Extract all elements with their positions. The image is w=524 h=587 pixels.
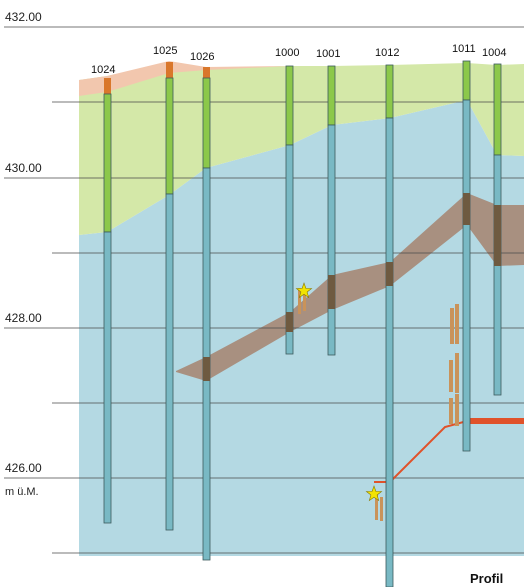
borehole-1000	[285, 65, 294, 355]
borehole-label: 1004	[482, 47, 506, 59]
borehole-upper-segment	[165, 77, 174, 195]
peat-intersection	[286, 312, 293, 332]
borehole-label: 1025	[153, 45, 177, 57]
boreholes	[103, 60, 502, 587]
elevation-label: 426.00	[5, 461, 42, 475]
wooden-post	[455, 394, 459, 426]
wooden-post	[455, 353, 459, 393]
borehole-lower-segment	[165, 193, 174, 531]
borehole-cap	[203, 67, 210, 78]
elevation-label: 428.00	[5, 311, 42, 325]
borehole-label: 1024	[91, 64, 115, 76]
borehole-upper-segment	[285, 65, 294, 146]
elevation-label: 432.00	[5, 10, 42, 24]
elevation-labels: 432.00 430.00 428.00 426.00 m ü.M.	[5, 10, 42, 498]
elevation-label: 430.00	[5, 161, 42, 175]
borehole-upper-segment	[103, 93, 112, 233]
wooden-post	[303, 291, 306, 311]
borehole-label: 1000	[275, 47, 299, 59]
borehole-cap	[166, 62, 173, 78]
borehole-lower-segment	[385, 117, 394, 587]
wooden-post	[450, 308, 454, 344]
wooden-posts	[298, 288, 459, 521]
borehole-upper-segment	[462, 60, 471, 101]
borehole-upper-segment	[327, 65, 336, 126]
find-markers	[295, 282, 383, 502]
peat-band	[176, 193, 524, 381]
grid-lines	[4, 26, 524, 554]
borehole-1024	[103, 78, 112, 524]
upper-layer	[79, 63, 524, 235]
borehole-upper-segment	[385, 64, 394, 119]
water-table-band	[467, 418, 524, 424]
wooden-post	[449, 360, 453, 392]
borehole-1004	[493, 63, 502, 396]
borehole-1026	[202, 67, 211, 561]
wooden-post	[380, 497, 383, 521]
borehole-1001	[327, 65, 336, 356]
topsoil-layer	[79, 61, 290, 96]
peat-intersection	[463, 193, 470, 225]
wooden-post	[455, 304, 459, 344]
wooden-post	[375, 494, 378, 520]
peat-intersection	[494, 205, 501, 266]
borehole-lower-segment	[327, 124, 336, 356]
borehole-label: 1001	[316, 48, 340, 60]
borehole-labels: 1024 1025 1026 1000 1001 1012 1011 1004	[91, 43, 506, 76]
borehole-1025	[165, 62, 174, 531]
borehole-lower-segment	[285, 144, 294, 355]
borehole-label: 1011	[452, 43, 476, 55]
star-icon	[365, 485, 383, 502]
borehole-label: 1012	[375, 47, 399, 59]
peat-intersection	[386, 262, 393, 286]
unit-label: m ü.M.	[5, 486, 39, 498]
borehole-cap	[104, 78, 111, 94]
borehole-label: 1026	[190, 51, 214, 63]
borehole-upper-segment	[493, 63, 502, 156]
wooden-post	[298, 288, 301, 314]
borehole-lower-segment	[462, 99, 471, 452]
borehole-1012	[385, 64, 394, 587]
wooden-post	[449, 398, 453, 424]
caption: Profil	[470, 571, 503, 586]
peat-intersection	[328, 275, 335, 309]
star-icon	[295, 282, 313, 299]
borehole-1011	[462, 60, 471, 452]
borehole-lower-segment	[493, 154, 502, 396]
water-table	[374, 418, 524, 483]
borehole-upper-segment	[202, 77, 211, 169]
peat-intersection	[203, 357, 210, 381]
borehole-lower-segment	[103, 231, 112, 524]
